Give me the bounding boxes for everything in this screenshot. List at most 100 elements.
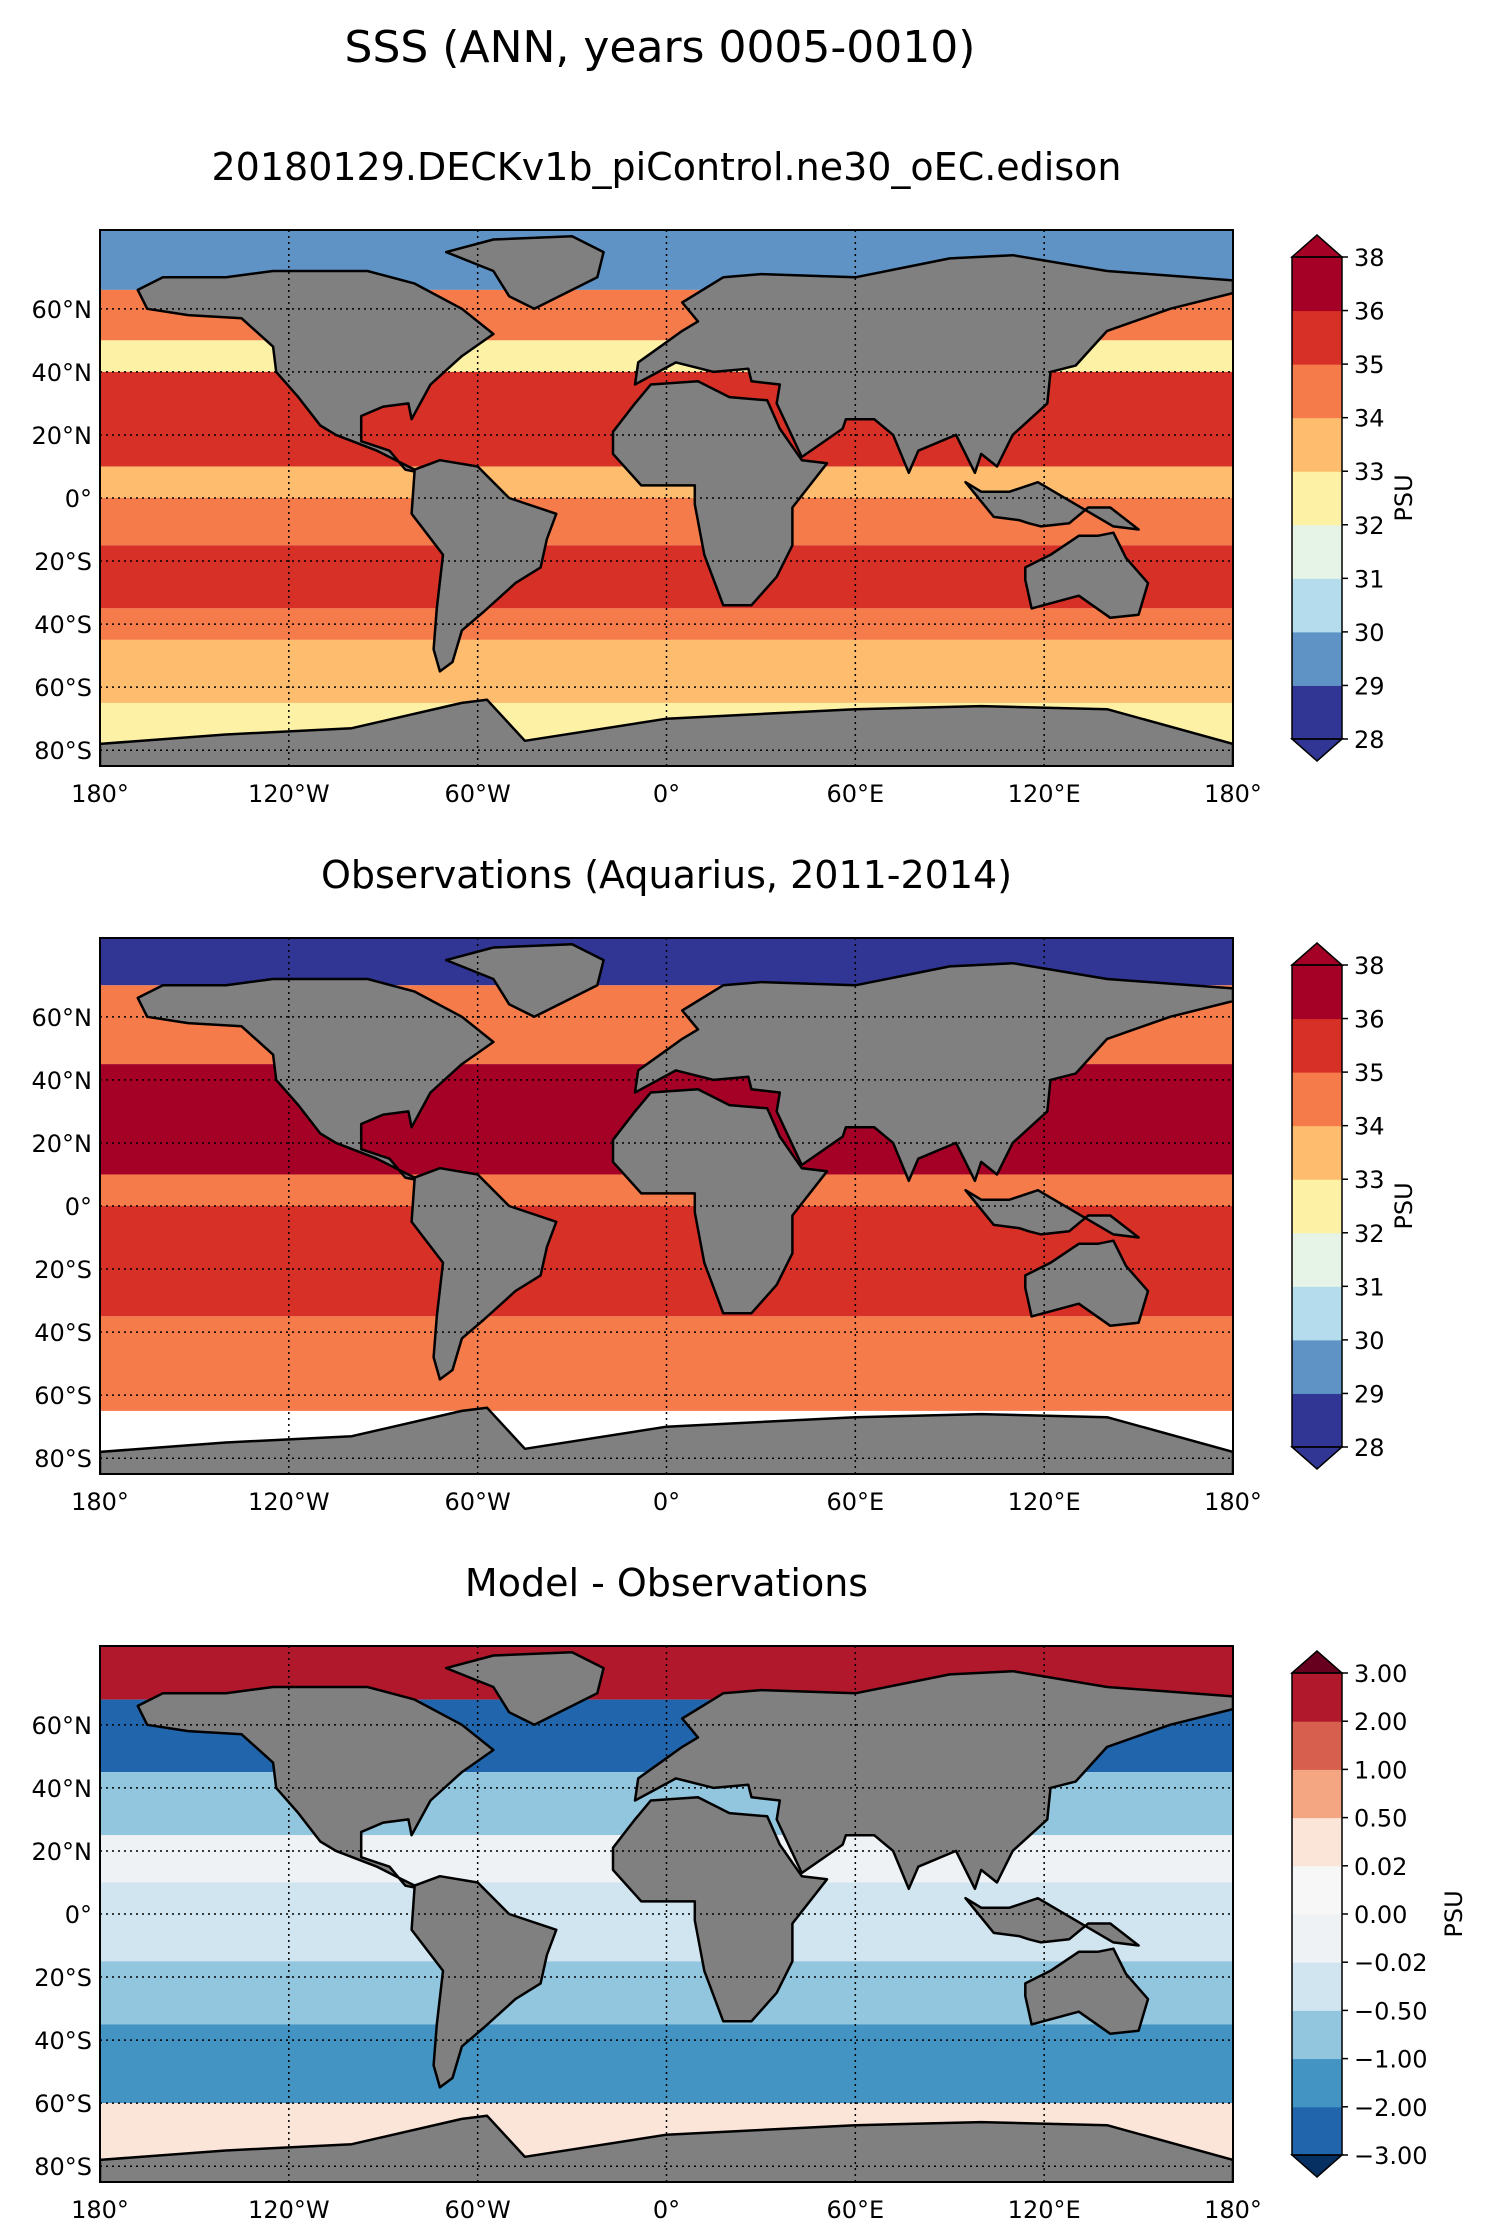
land-south-america	[410, 1874, 558, 2089]
lat-tick-label: 60°N	[32, 1004, 93, 1032]
land-indonesia	[964, 1188, 1140, 1239]
colorbar-level-label: 34	[1354, 405, 1385, 433]
panel-title: 20180129.DECKv1b_piControl.ne30_oEC.edis…	[212, 145, 1122, 189]
lat-tick-label: 20°N	[32, 1838, 93, 1866]
colorbar-segment	[1292, 524, 1342, 579]
map-area	[100, 938, 1233, 1474]
colorbar-level-label: 36	[1354, 298, 1385, 326]
lon-tick-label: 180°	[71, 2196, 129, 2224]
land-north-america	[136, 1685, 495, 1891]
land-africa	[611, 380, 829, 607]
land-australia	[1024, 1239, 1150, 1328]
colorbar-segment	[1292, 1817, 1342, 1867]
lon-tick-label: 0°	[653, 780, 680, 808]
colorbar-segment	[1292, 417, 1342, 472]
lat-tick-label: 20°S	[34, 1256, 92, 1284]
lat-tick-label: 60°S	[34, 1382, 92, 1410]
colorbar-level-label: 33	[1354, 1166, 1385, 1194]
lon-tick-label: 60°E	[826, 1488, 884, 1516]
ocean-band	[100, 608, 1233, 640]
colorbar-segment	[1292, 965, 1342, 1020]
map-panel-3: Model - Observations 180° 120°W 60°W 0° 60°E 1…	[32, 1561, 1469, 2224]
colorbar-level-label: 28	[1354, 1434, 1385, 1462]
colorbar-segment	[1292, 1865, 1342, 1915]
land-africa	[611, 1088, 829, 1315]
colorbar-segment	[1292, 1673, 1342, 1722]
colorbar-segment	[1292, 2010, 1342, 2060]
lat-tick-label: 80°S	[34, 2153, 92, 2181]
land-south-america	[410, 1166, 558, 1381]
land-south-america	[410, 458, 558, 673]
land-eurasia	[633, 253, 1233, 475]
lat-tick-label: 20°N	[32, 422, 93, 450]
colorbar-level-label: 38	[1354, 244, 1385, 272]
lon-tick-label: 60°W	[445, 1488, 511, 1516]
lat-tick-label: 0°	[65, 1901, 92, 1929]
ocean-band	[100, 1316, 1233, 1411]
colorbar-segment	[1292, 310, 1342, 365]
lat-tick-label: 60°N	[32, 1712, 93, 1740]
colorbar-segment	[1292, 578, 1342, 633]
colorbar-segment	[1292, 631, 1342, 686]
colorbar-frame	[1291, 256, 1343, 740]
lon-tick-label: 60°E	[826, 780, 884, 808]
lon-tick-label: 180°	[1204, 2196, 1262, 2224]
lat-tick-label: 40°N	[32, 1067, 93, 1095]
colorbar: −3.00 −2.00 −1.00 −0.50 −0.02 0.00 0.02 0.50 1.0…	[1290, 1650, 1468, 2178]
colorbar-level-label: −2.00	[1354, 2094, 1428, 2122]
colorbar-level-label: 38	[1354, 952, 1385, 980]
lon-tick-label: 60°W	[445, 780, 511, 808]
land-eurasia	[633, 961, 1233, 1183]
colorbar-under-triangle	[1290, 2154, 1344, 2178]
land-greenland	[444, 943, 605, 1019]
colorbar-level-label: 2.00	[1354, 1708, 1407, 1736]
lon-tick-label: 180°	[1204, 1488, 1262, 1516]
colorbar-segment	[1292, 1072, 1342, 1127]
lat-tick-label: 0°	[65, 1193, 92, 1221]
lon-tick-label: 180°	[71, 1488, 129, 1516]
colorbar-level-label: 29	[1354, 672, 1385, 700]
lon-tick-label: 60°E	[826, 2196, 884, 2224]
colorbar-level-label: 30	[1354, 619, 1385, 647]
lon-tick-label: 120°W	[248, 2196, 330, 2224]
lon-tick-label: 180°	[1204, 780, 1262, 808]
map-area	[100, 1646, 1233, 2182]
colorbar-segment	[1292, 1232, 1342, 1287]
lat-tick-label: 80°S	[34, 1445, 92, 1473]
panels: 20180129.DECKv1b_piControl.ne30_oEC.edis…	[32, 145, 1469, 2224]
colorbar-level-label: 3.00	[1354, 1660, 1407, 1688]
land-antarctica	[100, 2114, 1233, 2182]
colorbar-label: PSU	[1390, 1182, 1418, 1229]
colorbar-segment	[1292, 1721, 1342, 1770]
land-australia	[1024, 531, 1150, 620]
colorbar-segment	[1292, 471, 1342, 526]
colorbar-level-label: 32	[1354, 512, 1385, 540]
colorbar-segment	[1292, 1018, 1342, 1073]
colorbar-label: PSU	[1440, 1890, 1468, 1937]
lon-tick-label: 60°W	[445, 2196, 511, 2224]
lat-tick-label: 40°S	[34, 1319, 92, 1347]
lat-tick-label: 40°S	[34, 611, 92, 639]
lat-tick-label: 20°N	[32, 1130, 93, 1158]
land-greenland	[444, 1651, 605, 1727]
lat-tick-label: 40°N	[32, 359, 93, 387]
colorbar-frame	[1291, 964, 1343, 1448]
colorbar-level-label: 33	[1354, 458, 1385, 486]
lon-tick-label: 120°W	[248, 780, 330, 808]
colorbar-segment	[1292, 257, 1342, 312]
colorbar-level-label: −1.00	[1354, 2046, 1428, 2074]
lat-tick-label: 60°S	[34, 2090, 92, 2118]
land-australia	[1024, 1947, 1150, 2036]
map-frame	[99, 937, 1234, 1475]
colorbar-segment	[1292, 685, 1342, 740]
colorbar-level-label: 34	[1354, 1113, 1385, 1141]
colorbar-level-label: 36	[1354, 1006, 1385, 1034]
colorbar-level-label: 35	[1354, 1059, 1385, 1087]
colorbar-level-label: 31	[1354, 1273, 1385, 1301]
colorbar-level-label: 32	[1354, 1220, 1385, 1248]
colorbar-level-label: 30	[1354, 1327, 1385, 1355]
colorbar-level-label: −3.00	[1354, 2142, 1428, 2170]
land-antarctica	[100, 1406, 1233, 1474]
colorbar-segment	[1292, 1393, 1342, 1448]
colorbar-level-label: 0.00	[1354, 1901, 1407, 1929]
